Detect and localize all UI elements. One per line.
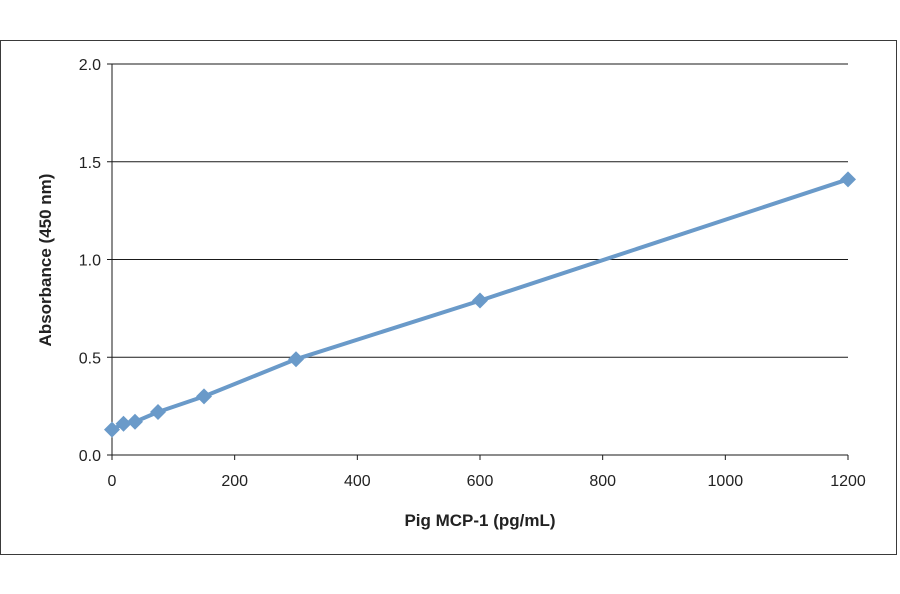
x-tick-label: 600: [467, 473, 494, 490]
x-tick-label: 200: [221, 473, 248, 490]
y-tick-label: 1.0: [79, 253, 101, 270]
data-point-marker: [150, 403, 166, 420]
data-point-marker: [196, 388, 212, 405]
data-point-marker: [472, 292, 488, 309]
gridlines: [112, 63, 848, 358]
x-tick-label: 1000: [708, 473, 744, 490]
axes: [107, 63, 849, 460]
data-point-marker: [104, 421, 120, 438]
y-tick-label: 0.5: [79, 350, 101, 367]
chart-frame: [0, 40, 897, 555]
y-tick-labels: 0.0 0.5 1.0 1.5 2.0: [79, 57, 101, 465]
data-point-marker: [115, 415, 132, 432]
x-tick-labels: 0 200 400 600 800 1000 1200: [108, 473, 866, 490]
y-tick-label: 0.0: [79, 448, 101, 465]
x-tick-label: 800: [589, 473, 616, 490]
x-tick-label: 0: [108, 473, 117, 490]
x-tick-label: 1200: [830, 473, 866, 490]
data-point-marker: [840, 171, 856, 188]
data-point-marker: [288, 351, 304, 368]
y-tick-label: 2.0: [79, 57, 101, 74]
x-axis-title: Pig MCP-1 (pg/mL): [404, 511, 555, 530]
y-tick-label: 1.5: [79, 155, 101, 172]
data-series: [104, 171, 856, 438]
x-tick-label: 400: [344, 473, 371, 490]
y-axis-title: Absorbance (450 nm): [36, 174, 55, 347]
data-point-marker: [127, 413, 143, 430]
